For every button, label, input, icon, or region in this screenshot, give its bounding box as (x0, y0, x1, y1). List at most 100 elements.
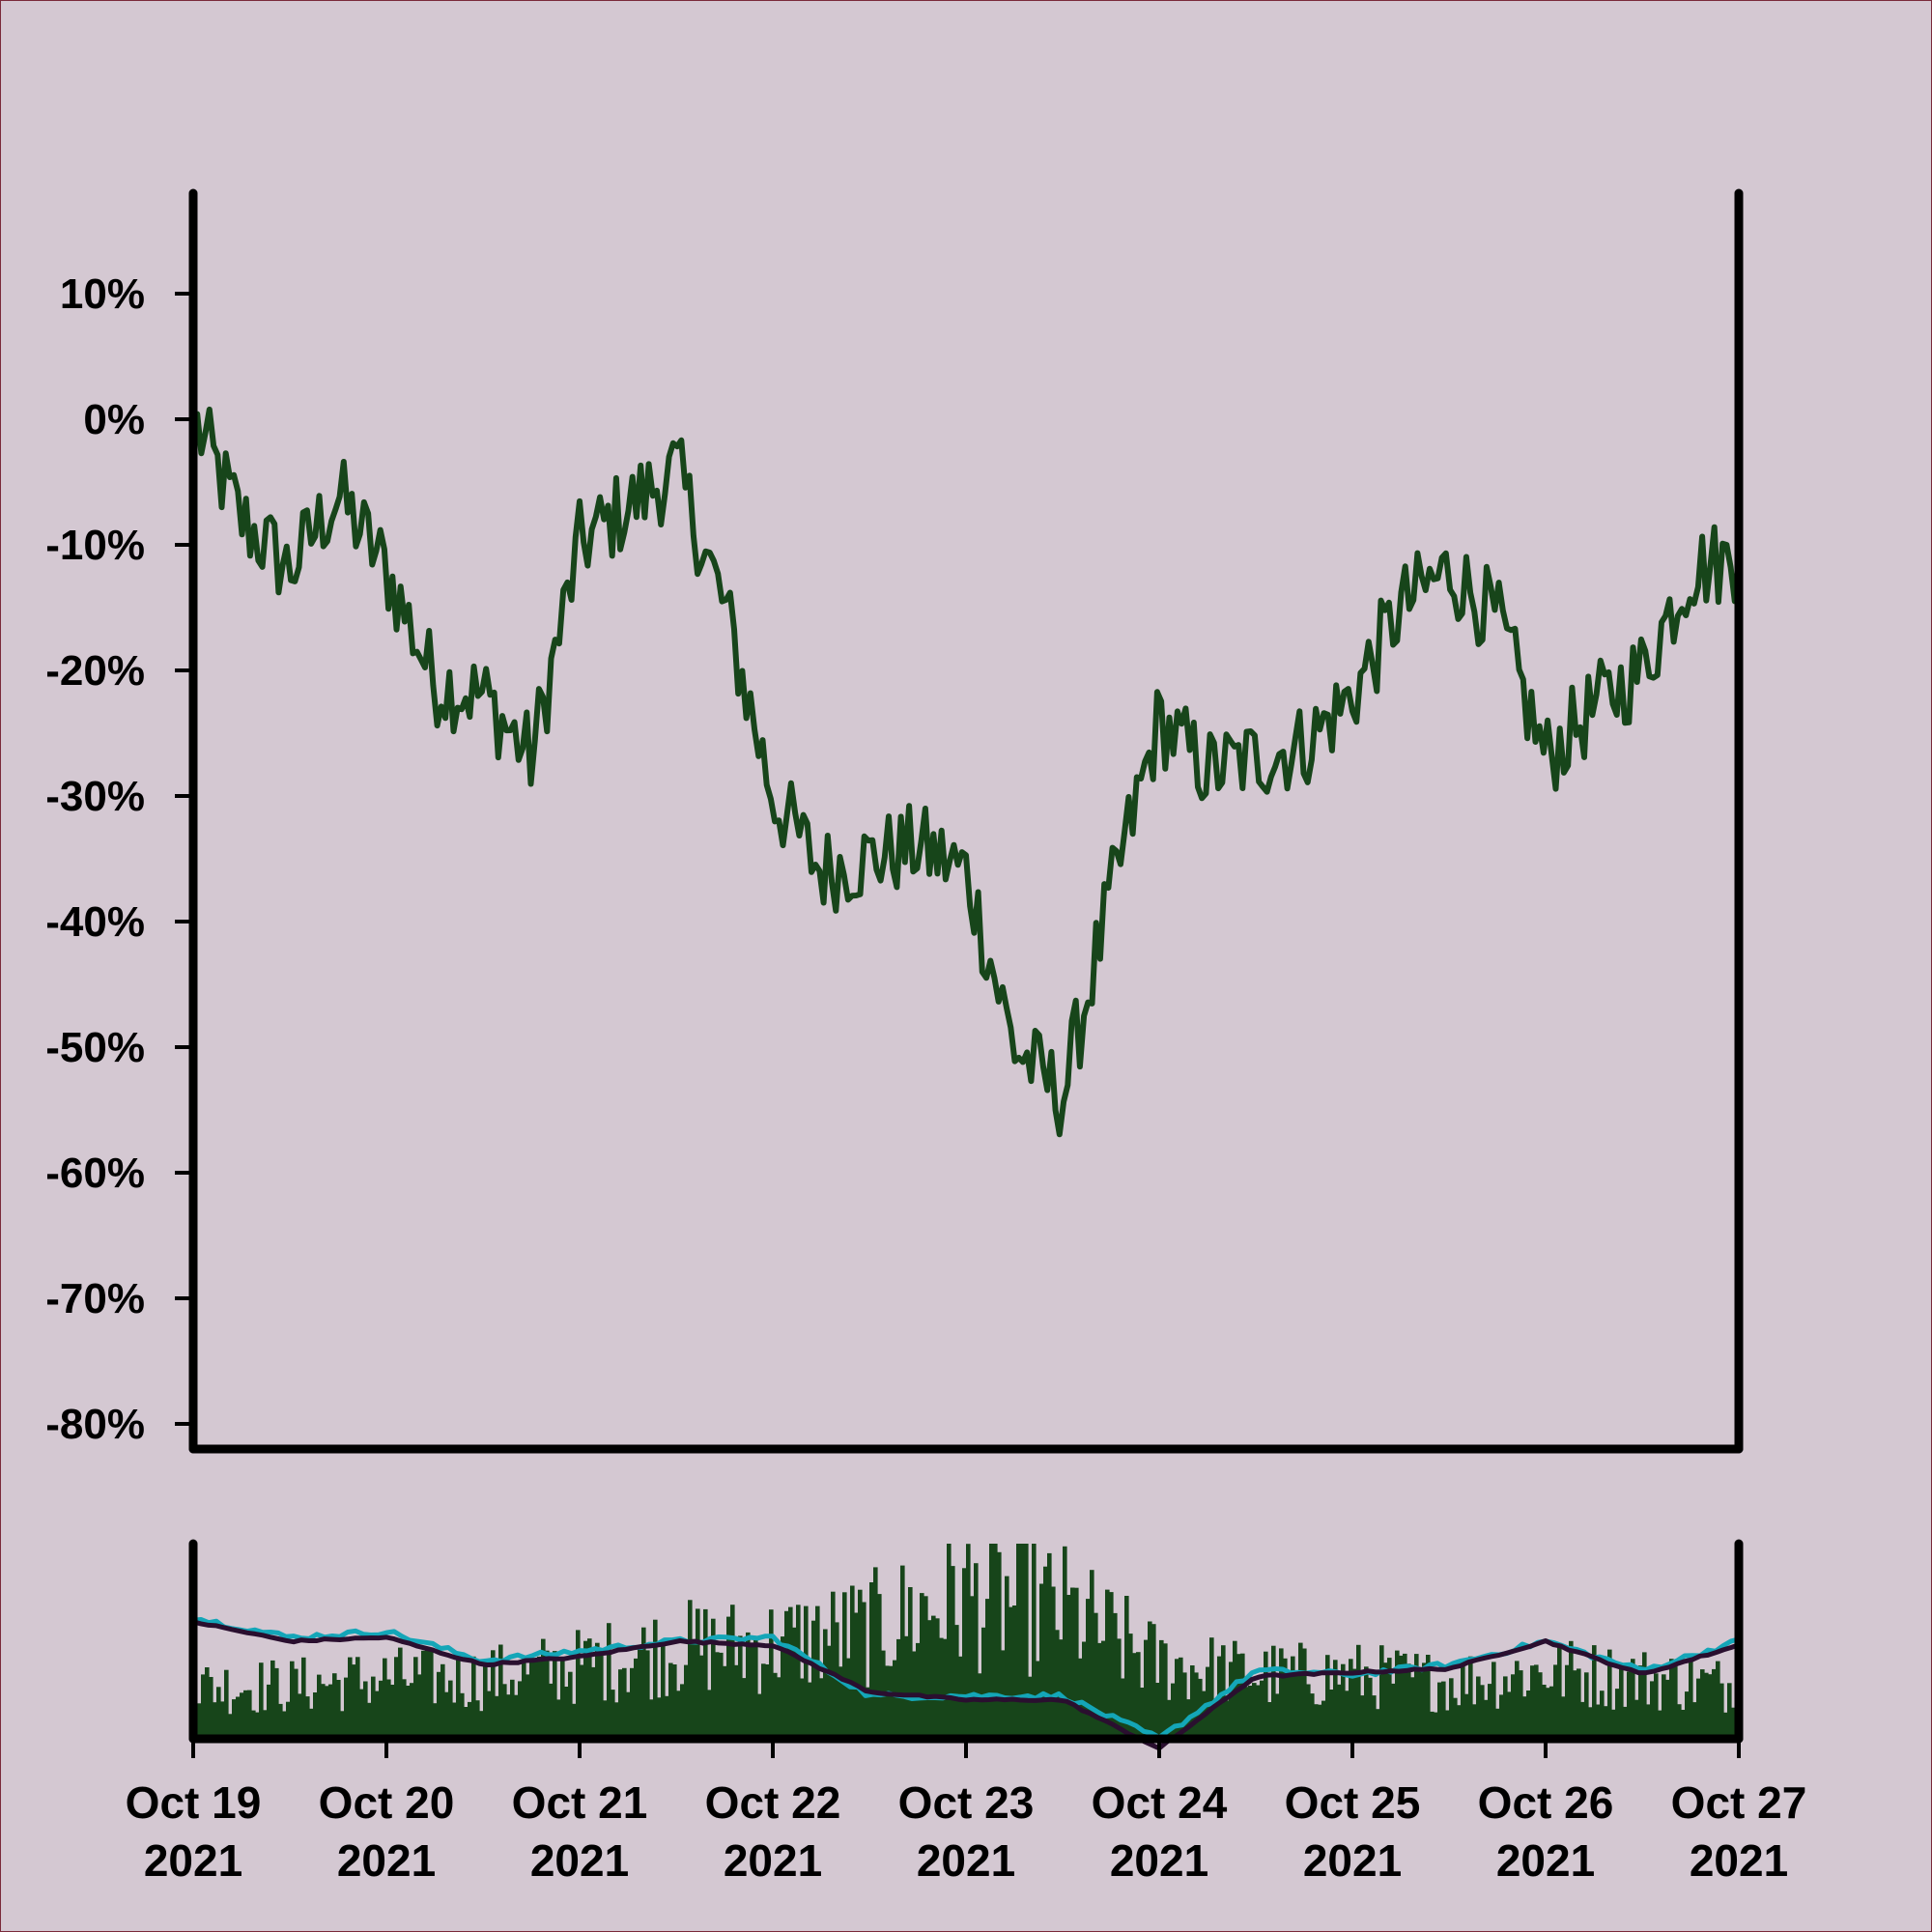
volume-bar (1379, 1645, 1384, 1739)
volume-bar (1414, 1654, 1419, 1739)
volume-bar (580, 1664, 584, 1739)
volume-bar (1306, 1684, 1311, 1739)
volume-bar (425, 1647, 430, 1739)
volume-bar (1406, 1663, 1411, 1739)
volume-bar (267, 1684, 271, 1739)
volume-bar (1480, 1685, 1485, 1739)
volume-bar (951, 1566, 955, 1739)
volume-bar (259, 1662, 264, 1739)
volume-bar (556, 1699, 561, 1739)
volume-bar (1163, 1643, 1168, 1739)
volume-bar (1124, 1596, 1129, 1739)
volume-bar (506, 1694, 511, 1739)
volume-bar (1503, 1676, 1508, 1739)
volume-bar (943, 1638, 948, 1739)
volume-bar (526, 1674, 530, 1739)
volume-bar (607, 1623, 611, 1739)
x-tick-label-date: Oct 21 (512, 1777, 648, 1828)
volume-bar (595, 1642, 600, 1739)
volume-bar (1012, 1605, 1017, 1739)
x-tick-label-year: 2021 (1303, 1835, 1402, 1886)
volume-bar (340, 1711, 345, 1739)
x-axis-ticks: Oct 19 2021 Oct 20 2021 Oct 21 2021 Oct 22 2021… (126, 1743, 1806, 1886)
volume-bar (1488, 1684, 1492, 1739)
volume-bar (827, 1645, 832, 1739)
volume-bar (842, 1592, 847, 1739)
volume-bar (1349, 1659, 1353, 1739)
volume-bar (1279, 1648, 1284, 1739)
volume-bar (479, 1711, 484, 1739)
volume-bar (981, 1627, 986, 1739)
x-tick-label-year: 2021 (1690, 1835, 1788, 1886)
volume-bar (456, 1655, 461, 1739)
volume-bar (1086, 1599, 1091, 1739)
volume-bar (742, 1678, 747, 1739)
volume-bar (707, 1690, 712, 1739)
y-tick-label: -40% (45, 898, 145, 946)
volume-bar (352, 1664, 356, 1739)
x-tick-label-year: 2021 (1496, 1835, 1595, 1886)
volume-bar (1596, 1704, 1601, 1739)
volume-bar (1685, 1691, 1690, 1739)
volume-bar (1387, 1658, 1392, 1739)
volume-bar (1167, 1699, 1172, 1739)
y-tick-label: -70% (45, 1275, 145, 1322)
volume-bar (1546, 1688, 1550, 1739)
volume-bar (572, 1703, 577, 1739)
volume-bar (298, 1693, 302, 1739)
volume-bar (1700, 1669, 1705, 1739)
volume-bar (1105, 1589, 1110, 1739)
volume-bar (1391, 1683, 1396, 1739)
volume-bar (375, 1690, 380, 1739)
volume-bar (1673, 1666, 1678, 1739)
volume-bar (1097, 1642, 1102, 1739)
volume-bar (1132, 1653, 1137, 1739)
volume-bar (313, 1692, 318, 1739)
volume-bar (1453, 1697, 1458, 1739)
volume-bar (1213, 1703, 1218, 1739)
volume-bar (1225, 1700, 1230, 1739)
volume-bar (1607, 1649, 1612, 1739)
volume-bar (1229, 1662, 1234, 1739)
volume-bar (1631, 1659, 1635, 1739)
volume-bar (1437, 1682, 1442, 1739)
volume-bar (1352, 1668, 1357, 1739)
volume-bar (1329, 1690, 1334, 1739)
volume-bar (383, 1658, 387, 1739)
volume-bar (553, 1651, 557, 1739)
volume-bar (715, 1652, 720, 1739)
volume-bar (541, 1638, 546, 1739)
volume-bar (896, 1638, 901, 1739)
volume-bar (985, 1599, 990, 1739)
volume-bar (1719, 1683, 1724, 1739)
volume-bar (1410, 1677, 1415, 1739)
volume-bar (1646, 1704, 1651, 1739)
volume-bar (591, 1666, 596, 1739)
volume-bar (1665, 1679, 1670, 1739)
volume-bar (1677, 1704, 1682, 1739)
volume-bar (1418, 1667, 1423, 1739)
volume-bar (1051, 1586, 1056, 1739)
volume-bar (1731, 1707, 1736, 1739)
volume-bar (614, 1702, 619, 1739)
volume-bar (495, 1695, 499, 1739)
volume-bar (819, 1678, 824, 1739)
volume-bar (1472, 1704, 1477, 1739)
volume-bar (1020, 1544, 1025, 1739)
x-tick-label-year: 2021 (530, 1835, 629, 1886)
volume-bar (962, 1568, 967, 1739)
volume-bar (228, 1714, 233, 1739)
volume-bar (1256, 1685, 1261, 1739)
volume-bar (792, 1627, 797, 1739)
volume-bar (1662, 1674, 1666, 1739)
volume-bar (1515, 1661, 1520, 1739)
volume-bar (209, 1677, 213, 1739)
volume-bar (1526, 1690, 1531, 1739)
volume-bar (336, 1680, 341, 1739)
volume-bar (1712, 1668, 1717, 1739)
volume-bar (858, 1589, 863, 1739)
volume-bar (1669, 1659, 1674, 1739)
volume-bar (247, 1690, 252, 1739)
volume-bar (537, 1656, 542, 1739)
volume-bar (927, 1620, 932, 1739)
